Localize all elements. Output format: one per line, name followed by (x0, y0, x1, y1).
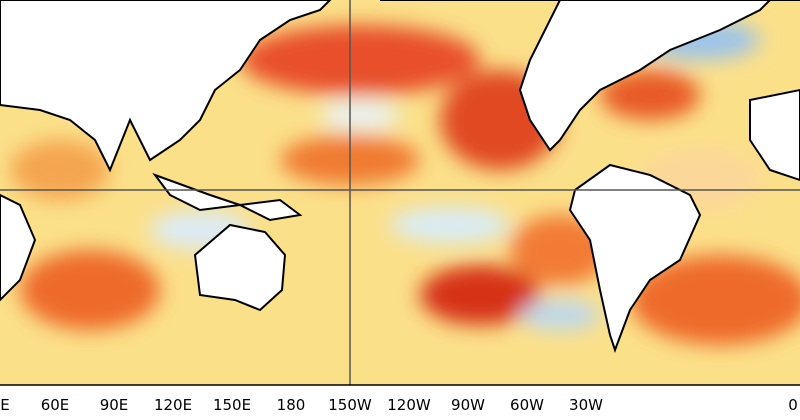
x-tick-label: 150E (213, 396, 251, 414)
continents (0, 0, 800, 353)
map-field (0, 0, 800, 385)
x-tick-label: 120E (154, 396, 192, 414)
x-axis-labels: E 60E 90E 120E 150E 180 150W 120W 90W 60W 30W 0 (0, 396, 798, 414)
x-tick-label: 150W (328, 396, 372, 414)
x-tick-label: 30W (569, 396, 603, 414)
x-tick-label: 60W (510, 396, 544, 414)
x-tick-label: 0 (788, 396, 798, 414)
x-tick-label: E (0, 396, 9, 414)
x-tick-label: 180 (277, 396, 306, 414)
x-tick-label: 90W (451, 396, 485, 414)
x-tick-label: 120W (387, 396, 431, 414)
x-tick-label: 60E (41, 396, 70, 414)
x-tick-label: 90E (100, 396, 129, 414)
